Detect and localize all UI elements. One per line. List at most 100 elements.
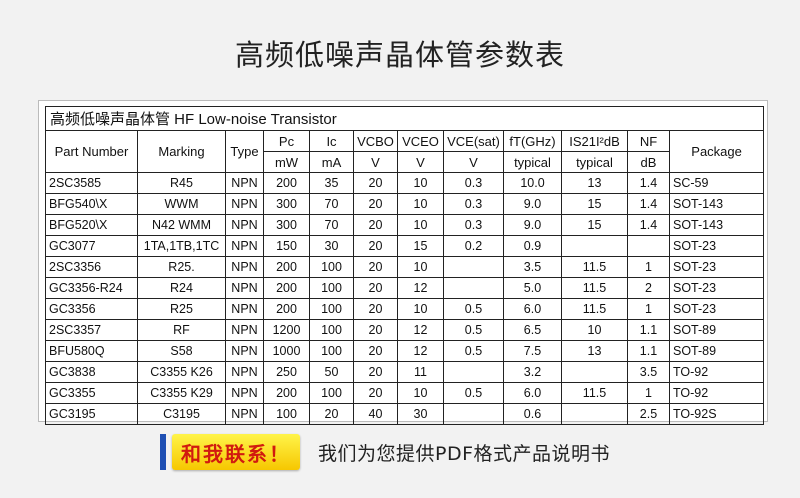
table-row: 2SC3356 R25. NPN 200 100 20 10 3.5 11.5 1 SOT-23 [45,256,765,278]
cell-vceo: 10 [397,256,444,278]
cell-pc: 1200 [263,319,310,341]
cell-ic: 70 [309,193,354,215]
cell-nf: 1 [627,382,670,404]
table-row: GC3077 1TA,1TB,1TC NPN 150 30 20 15 0.2 0.9 SOT-2… [45,235,765,257]
cell-ic: 50 [309,361,354,383]
contact-text: 我们为您提供PDF格式产品说明书 [318,442,611,465]
cell-marking: R25. [137,256,226,278]
cell-package: TO-92 [668,361,765,383]
table-row: GC3356-R24 R24 NPN 200 100 20 12 5.0 11.5 2 SOT-23 [45,277,765,299]
header-s21: IS21I²dB [561,130,628,152]
accent-stripe [160,434,166,470]
cell-marking: C3355 K29 [137,382,226,404]
cell-s21 [561,235,628,257]
cell-part-number: GC3355 [45,382,138,404]
cell-part-number: GC3356 [45,298,138,320]
cell-vcbo: 20 [353,319,398,341]
cell-package: SOT-23 [668,298,765,320]
cell-package: SOT-23 [668,235,765,257]
cell-type: NPN [225,256,264,278]
cell-s21: 11.5 [561,298,628,320]
cell-type: NPN [225,277,264,299]
cell-vcbo: 20 [353,361,398,383]
table-caption: 高频低噪声晶体管 HF Low-noise Transistor [44,106,765,131]
cell-ft: 5.0 [503,277,562,299]
cell-vcbo: 40 [353,403,398,425]
header-marking: Marking [137,130,226,173]
cell-marking: R45 [137,172,226,194]
cell-nf [627,235,670,257]
cell-ic: 100 [309,319,354,341]
cell-type: NPN [225,403,264,425]
header-vceo: VCEO [397,130,444,152]
cell-ft: 10.0 [503,172,562,194]
cell-part-number: GC3356-R24 [45,277,138,299]
cell-ic: 100 [309,340,354,362]
cell-type: NPN [225,382,264,404]
cell-pc: 300 [263,214,310,236]
cell-part-number: 2SC3585 [45,172,138,194]
cell-package: SC-59 [668,172,765,194]
cell-part-number: BFG540\X [45,193,138,215]
cell-pc: 200 [263,382,310,404]
cell-package: SOT-23 [668,256,765,278]
cell-vceo: 10 [397,193,444,215]
cell-nf: 1.1 [627,340,670,362]
header-package: Package [668,130,765,173]
cell-pc: 150 [263,235,310,257]
cell-ft: 6.0 [503,382,562,404]
cell-ic: 20 [309,403,354,425]
cell-marking: S58 [137,340,226,362]
contact-bar: 和我联系！ 我们为您提供PDF格式产品说明书 [160,432,610,472]
cell-ic: 100 [309,277,354,299]
cell-pc: 200 [263,298,310,320]
cell-nf: 3.5 [627,361,670,383]
cell-nf: 2.5 [627,403,670,425]
cell-part-number: GC3838 [45,361,138,383]
cell-package: TO-92S [668,403,765,425]
cell-ft: 0.9 [503,235,562,257]
cell-s21 [561,403,628,425]
cell-pc: 100 [263,403,310,425]
cell-marking: N42 WMM [137,214,226,236]
cell-type: NPN [225,340,264,362]
contact-button[interactable]: 和我联系！ [172,434,300,470]
cell-package: SOT-89 [668,319,765,341]
cell-vcesat: 0.5 [443,319,504,341]
cell-vcesat: 0.3 [443,214,504,236]
cell-vceo: 10 [397,214,444,236]
cell-pc: 1000 [263,340,310,362]
cell-vcbo: 20 [353,214,398,236]
cell-ft: 9.0 [503,214,562,236]
header-ic-unit: mA [309,151,354,173]
cell-type: NPN [225,193,264,215]
cell-part-number: BFG520\X [45,214,138,236]
cell-vceo: 10 [397,298,444,320]
cell-marking: R25 [137,298,226,320]
cell-s21: 15 [561,193,628,215]
cell-vcesat: 0.2 [443,235,504,257]
cell-vceo: 12 [397,277,444,299]
cell-s21: 13 [561,340,628,362]
cell-pc: 300 [263,193,310,215]
cell-ft: 3.2 [503,361,562,383]
cell-nf: 2 [627,277,670,299]
cell-part-number: 2SC3357 [45,319,138,341]
cell-ic: 30 [309,235,354,257]
header-ic: Ic [309,130,354,152]
header-pc: Pc [263,130,310,152]
table-row: BFG540\X WWM NPN 300 70 20 10 0.3 9.0 15 1.4 SOT-14… [45,193,765,215]
cell-marking: 1TA,1TB,1TC [137,235,226,257]
cell-vcesat [443,403,504,425]
cell-type: NPN [225,361,264,383]
cell-part-number: 2SC3356 [45,256,138,278]
header-pc-unit: mW [263,151,310,173]
cell-vcbo: 20 [353,382,398,404]
cell-ic: 100 [309,256,354,278]
cell-ic: 100 [309,298,354,320]
cell-nf: 1.1 [627,319,670,341]
cell-type: NPN [225,298,264,320]
cell-vcbo: 20 [353,277,398,299]
cell-part-number: GC3077 [45,235,138,257]
cell-nf: 1.4 [627,214,670,236]
